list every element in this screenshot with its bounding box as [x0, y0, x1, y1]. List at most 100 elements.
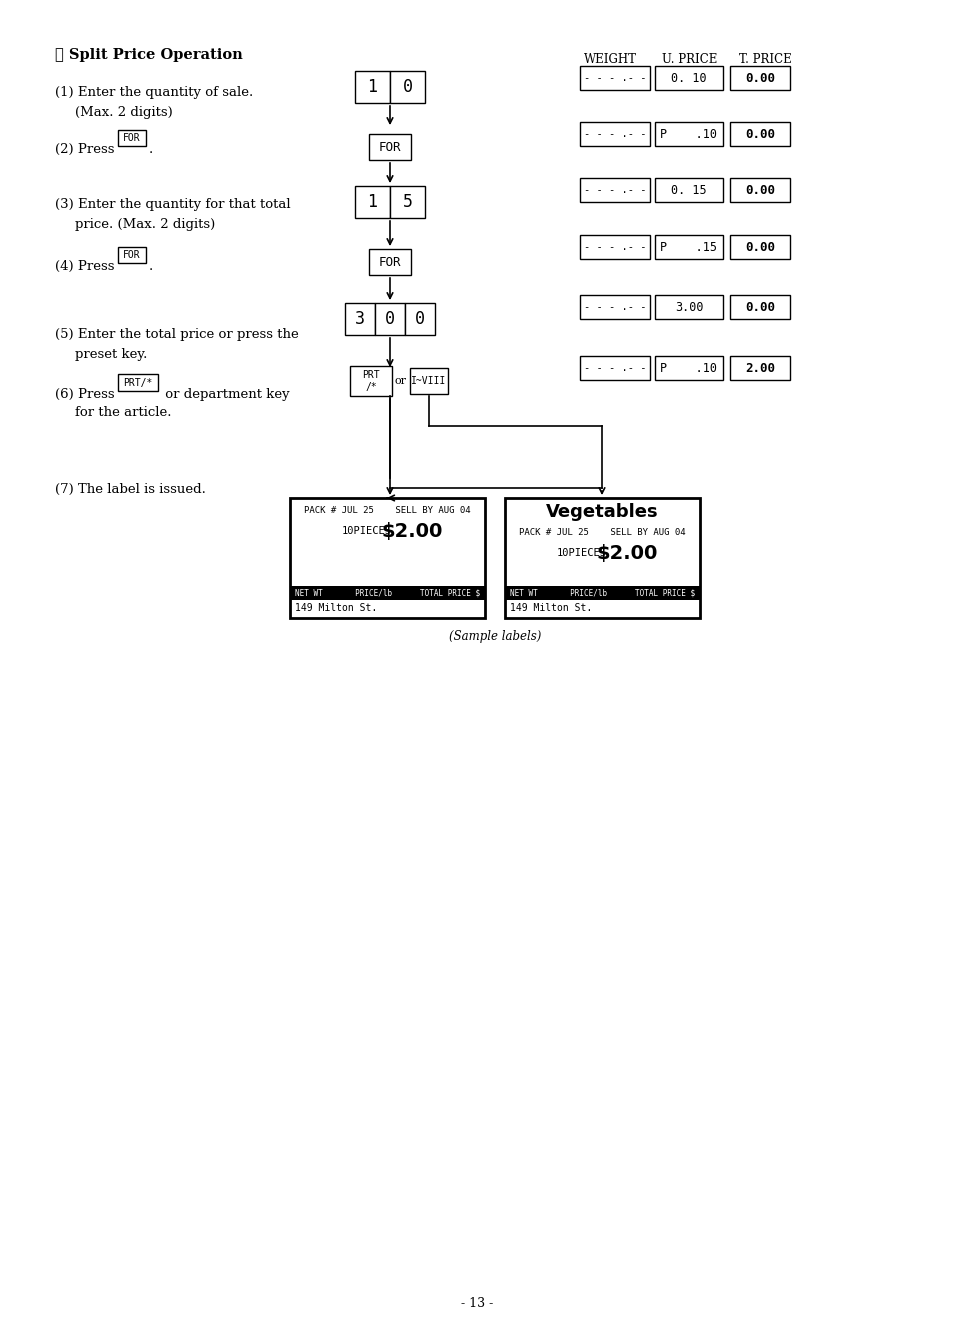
- Text: 149 Milton St.: 149 Milton St.: [510, 603, 592, 613]
- Text: 0.00: 0.00: [744, 127, 774, 140]
- Text: PACK # JUL 25    SELL BY AUG 04: PACK # JUL 25 SELL BY AUG 04: [518, 529, 684, 537]
- Text: preset key.: preset key.: [75, 348, 147, 361]
- Text: - - - .- -: - - - .- -: [583, 74, 645, 83]
- Bar: [350, 367, 392, 396]
- Bar: [729, 235, 789, 260]
- Text: 10PIECES: 10PIECES: [557, 549, 606, 558]
- Text: 10PIECES: 10PIECES: [341, 526, 392, 537]
- Text: P    .10: P .10: [659, 127, 717, 140]
- Text: I~VIII: I~VIII: [411, 376, 446, 385]
- Text: 5: 5: [402, 193, 412, 211]
- Text: (6) Press: (6) Press: [55, 388, 119, 401]
- Bar: [579, 122, 649, 146]
- Text: T. PRICE: T. PRICE: [738, 54, 791, 66]
- Bar: [729, 122, 789, 146]
- Bar: [729, 66, 789, 90]
- Text: - - - .- -: - - - .- -: [583, 242, 645, 252]
- Bar: [390, 186, 424, 218]
- Bar: [655, 294, 722, 318]
- Bar: [655, 356, 722, 380]
- Text: for the article.: for the article.: [75, 405, 172, 419]
- Text: 0.00: 0.00: [744, 71, 774, 84]
- Bar: [729, 294, 789, 318]
- Text: - - - .- -: - - - .- -: [583, 185, 645, 195]
- Text: NET WT       PRICE/lb: NET WT PRICE/lb: [510, 589, 606, 598]
- Text: NET WT       PRICE/lb: NET WT PRICE/lb: [294, 589, 392, 598]
- Text: 0.00: 0.00: [744, 241, 774, 253]
- Text: (4) Press: (4) Press: [55, 260, 118, 273]
- Bar: [579, 356, 649, 380]
- Text: $2.00: $2.00: [381, 522, 442, 541]
- Bar: [369, 249, 411, 276]
- Bar: [579, 66, 649, 90]
- Bar: [118, 130, 146, 146]
- Text: FOR: FOR: [378, 140, 401, 154]
- Bar: [579, 178, 649, 202]
- Text: $2.00: $2.00: [596, 545, 657, 563]
- Text: FOR: FOR: [123, 132, 141, 143]
- Bar: [369, 134, 411, 161]
- Text: - 13 -: - 13 -: [460, 1297, 493, 1310]
- Text: 3: 3: [355, 310, 365, 328]
- Text: 1: 1: [367, 193, 377, 211]
- Text: or: or: [395, 376, 407, 385]
- Bar: [410, 368, 448, 393]
- Text: FOR: FOR: [123, 250, 141, 260]
- Bar: [118, 375, 158, 391]
- Text: (1) Enter the quantity of sale.: (1) Enter the quantity of sale.: [55, 86, 253, 99]
- Text: 0.00: 0.00: [744, 183, 774, 197]
- Text: 0: 0: [415, 310, 424, 328]
- Bar: [375, 302, 405, 334]
- Text: 3.00: 3.00: [674, 301, 702, 313]
- Text: P    .10: P .10: [659, 361, 717, 375]
- Text: - - - .- -: - - - .- -: [583, 128, 645, 139]
- Text: WEIGHT: WEIGHT: [583, 54, 636, 66]
- Text: TOTAL PRICE $: TOTAL PRICE $: [634, 589, 695, 598]
- Text: PRT/*: PRT/*: [123, 377, 152, 388]
- Text: TOTAL PRICE $: TOTAL PRICE $: [419, 589, 479, 598]
- Text: ★ Split Price Operation: ★ Split Price Operation: [55, 48, 242, 62]
- Bar: [729, 178, 789, 202]
- Text: P    .15: P .15: [659, 241, 717, 253]
- Text: U. PRICE: U. PRICE: [661, 54, 717, 66]
- Text: 2.00: 2.00: [744, 361, 774, 375]
- Text: .: .: [149, 260, 153, 273]
- Bar: [390, 71, 424, 103]
- Bar: [579, 235, 649, 260]
- Text: 0. 15: 0. 15: [671, 183, 706, 197]
- Text: 0: 0: [385, 310, 395, 328]
- Text: (Sample labels): (Sample labels): [448, 630, 540, 644]
- Bar: [655, 66, 722, 90]
- Text: 0: 0: [402, 78, 412, 96]
- Bar: [504, 586, 700, 599]
- Text: (Max. 2 digits): (Max. 2 digits): [75, 106, 172, 119]
- Text: (2) Press: (2) Press: [55, 143, 118, 157]
- Bar: [355, 186, 390, 218]
- Bar: [290, 498, 484, 618]
- Bar: [290, 586, 484, 599]
- Text: (3) Enter the quantity for that total: (3) Enter the quantity for that total: [55, 198, 291, 211]
- Bar: [655, 178, 722, 202]
- Text: or department key: or department key: [161, 388, 290, 401]
- Bar: [355, 71, 390, 103]
- Text: 149 Milton St.: 149 Milton St.: [294, 603, 376, 613]
- Bar: [579, 294, 649, 318]
- Text: Vegetables: Vegetables: [545, 503, 658, 520]
- Bar: [118, 248, 146, 264]
- Text: FOR: FOR: [378, 256, 401, 269]
- Text: 0.00: 0.00: [744, 301, 774, 313]
- Bar: [655, 235, 722, 260]
- Text: 1: 1: [367, 78, 377, 96]
- Text: PRT
/*: PRT /*: [362, 371, 379, 392]
- Bar: [729, 356, 789, 380]
- Text: - - - .- -: - - - .- -: [583, 302, 645, 312]
- Text: price. (Max. 2 digits): price. (Max. 2 digits): [75, 218, 215, 231]
- Text: PACK # JUL 25    SELL BY AUG 04: PACK # JUL 25 SELL BY AUG 04: [303, 506, 470, 515]
- Text: (5) Enter the total price or press the: (5) Enter the total price or press the: [55, 328, 298, 341]
- Bar: [405, 302, 435, 334]
- Bar: [504, 498, 700, 618]
- Text: .: .: [149, 143, 153, 157]
- Bar: [655, 122, 722, 146]
- Text: 0. 10: 0. 10: [671, 71, 706, 84]
- Text: (7) The label is issued.: (7) The label is issued.: [55, 483, 206, 496]
